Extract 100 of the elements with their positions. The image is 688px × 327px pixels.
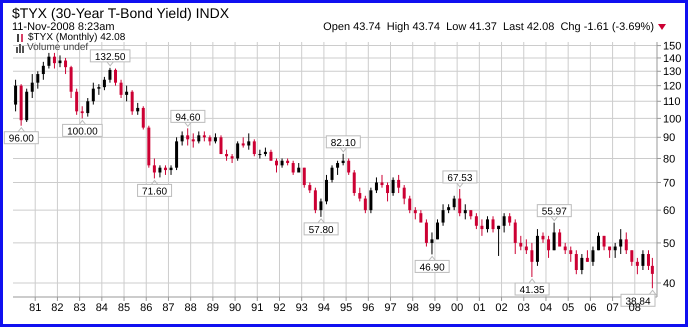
candlestick [42,61,45,80]
candlestick [502,212,506,233]
candlestick [197,130,200,144]
candlestick [186,128,190,146]
candlestick [297,162,300,173]
candlestick [636,257,639,275]
candlestick [524,238,528,255]
x-tick-label: 91 [251,302,264,314]
y-tick-label: 140 [663,52,682,65]
y-tick-label: 100 [663,113,682,126]
candlestick [202,130,206,142]
candlestick [608,246,612,258]
chart-title: $TYX (30-Year T-Bond Yield) INDX [12,5,230,21]
candlestick [614,242,617,258]
y-tick-label: 70 [663,177,676,190]
x-tick-label: 86 [140,302,152,314]
candlestick [469,210,472,220]
annotation: 132.50 [94,52,126,63]
y-tick-label: 120 [663,80,682,93]
y-tick-label: 150 [663,40,682,52]
candlestick [480,218,484,236]
candlestick [458,188,462,217]
candlestick [646,250,650,271]
candlestick [258,149,262,159]
candlestick [397,174,400,194]
candlestick [374,176,378,194]
candlestick [314,187,317,214]
candlestick [136,102,140,116]
candlestick [547,235,550,258]
y-tick-label: 50 [663,238,676,250]
candlestick [192,132,195,148]
candlestick [47,52,50,70]
candlestick [591,246,594,266]
candlestick [58,54,62,68]
candlestick [514,218,517,255]
y-tick-label: 40 [663,278,676,290]
candlestick [125,85,128,102]
legend-label: $TYX (Monthly) 42.08 [28,32,126,43]
candlestick [275,158,278,173]
candlestick [319,198,322,218]
candlestick [214,132,217,144]
candlestick [225,149,228,162]
annotation: 94.60 [175,112,201,124]
candlestick [219,134,222,155]
candlestick [120,79,123,99]
x-tick-label: 83 [73,302,86,314]
candlestick [364,195,367,214]
x-tick-label: 90 [228,302,242,314]
x-tick-label: 00 [451,302,464,314]
x-tick-label: 89 [206,302,219,314]
candlestick [414,206,417,220]
candlestick [650,257,654,289]
candlestick [342,153,345,166]
candlestick [541,232,544,244]
candlestick [308,182,312,194]
candlestick [436,218,440,240]
y-tick-label: 130 [663,66,682,78]
candlestick [392,176,395,196]
candlestick [36,70,40,90]
candlestick [464,204,467,220]
annotation: 82.10 [330,138,356,149]
candlestick [419,210,422,224]
candlestick [170,164,173,176]
candlestick [114,68,118,86]
x-tick-label: 82 [51,302,64,314]
candlestick [102,76,106,91]
annotation: 96.00 [8,134,34,145]
candlestick [30,74,34,99]
x-tick-label: 81 [29,302,42,314]
candlestick [558,228,562,248]
candlestick [402,184,406,205]
text: Open 43.74 High 43.74 Low 41.37 Last 42.08 Chg -1.61 (-3.69%) [323,21,654,33]
candlestick [208,134,212,146]
x-tick-label: 93 [296,302,308,314]
x-tick-label: 03 [518,302,530,314]
x-tick-label: 84 [96,302,108,314]
candlestick [530,242,534,278]
candlestick [474,212,478,230]
annotation: 67.53 [447,172,473,184]
x-tick-label: 01 [473,302,486,314]
annotation: 57.80 [308,224,334,236]
candlestick [569,246,572,262]
candlestick [492,216,495,233]
candlestick [380,174,384,188]
candlestick [252,138,256,157]
candlestick [236,140,240,162]
y-tick-label: 110 [663,96,681,108]
y-tick-label: 90 [663,132,676,144]
candlestick [358,187,362,202]
annotation: 46.90 [420,262,446,274]
candlestick [164,164,167,176]
annotation: 55.97 [542,206,568,218]
candlestick [508,212,512,226]
x-tick-label: 94 [318,302,330,314]
y-tick-label: 80 [663,153,676,166]
candlestick [586,250,589,262]
candlestick [158,164,162,178]
x-tick-label: 98 [406,302,419,314]
candlestick [352,170,356,196]
x-tick-label: 92 [273,302,286,314]
